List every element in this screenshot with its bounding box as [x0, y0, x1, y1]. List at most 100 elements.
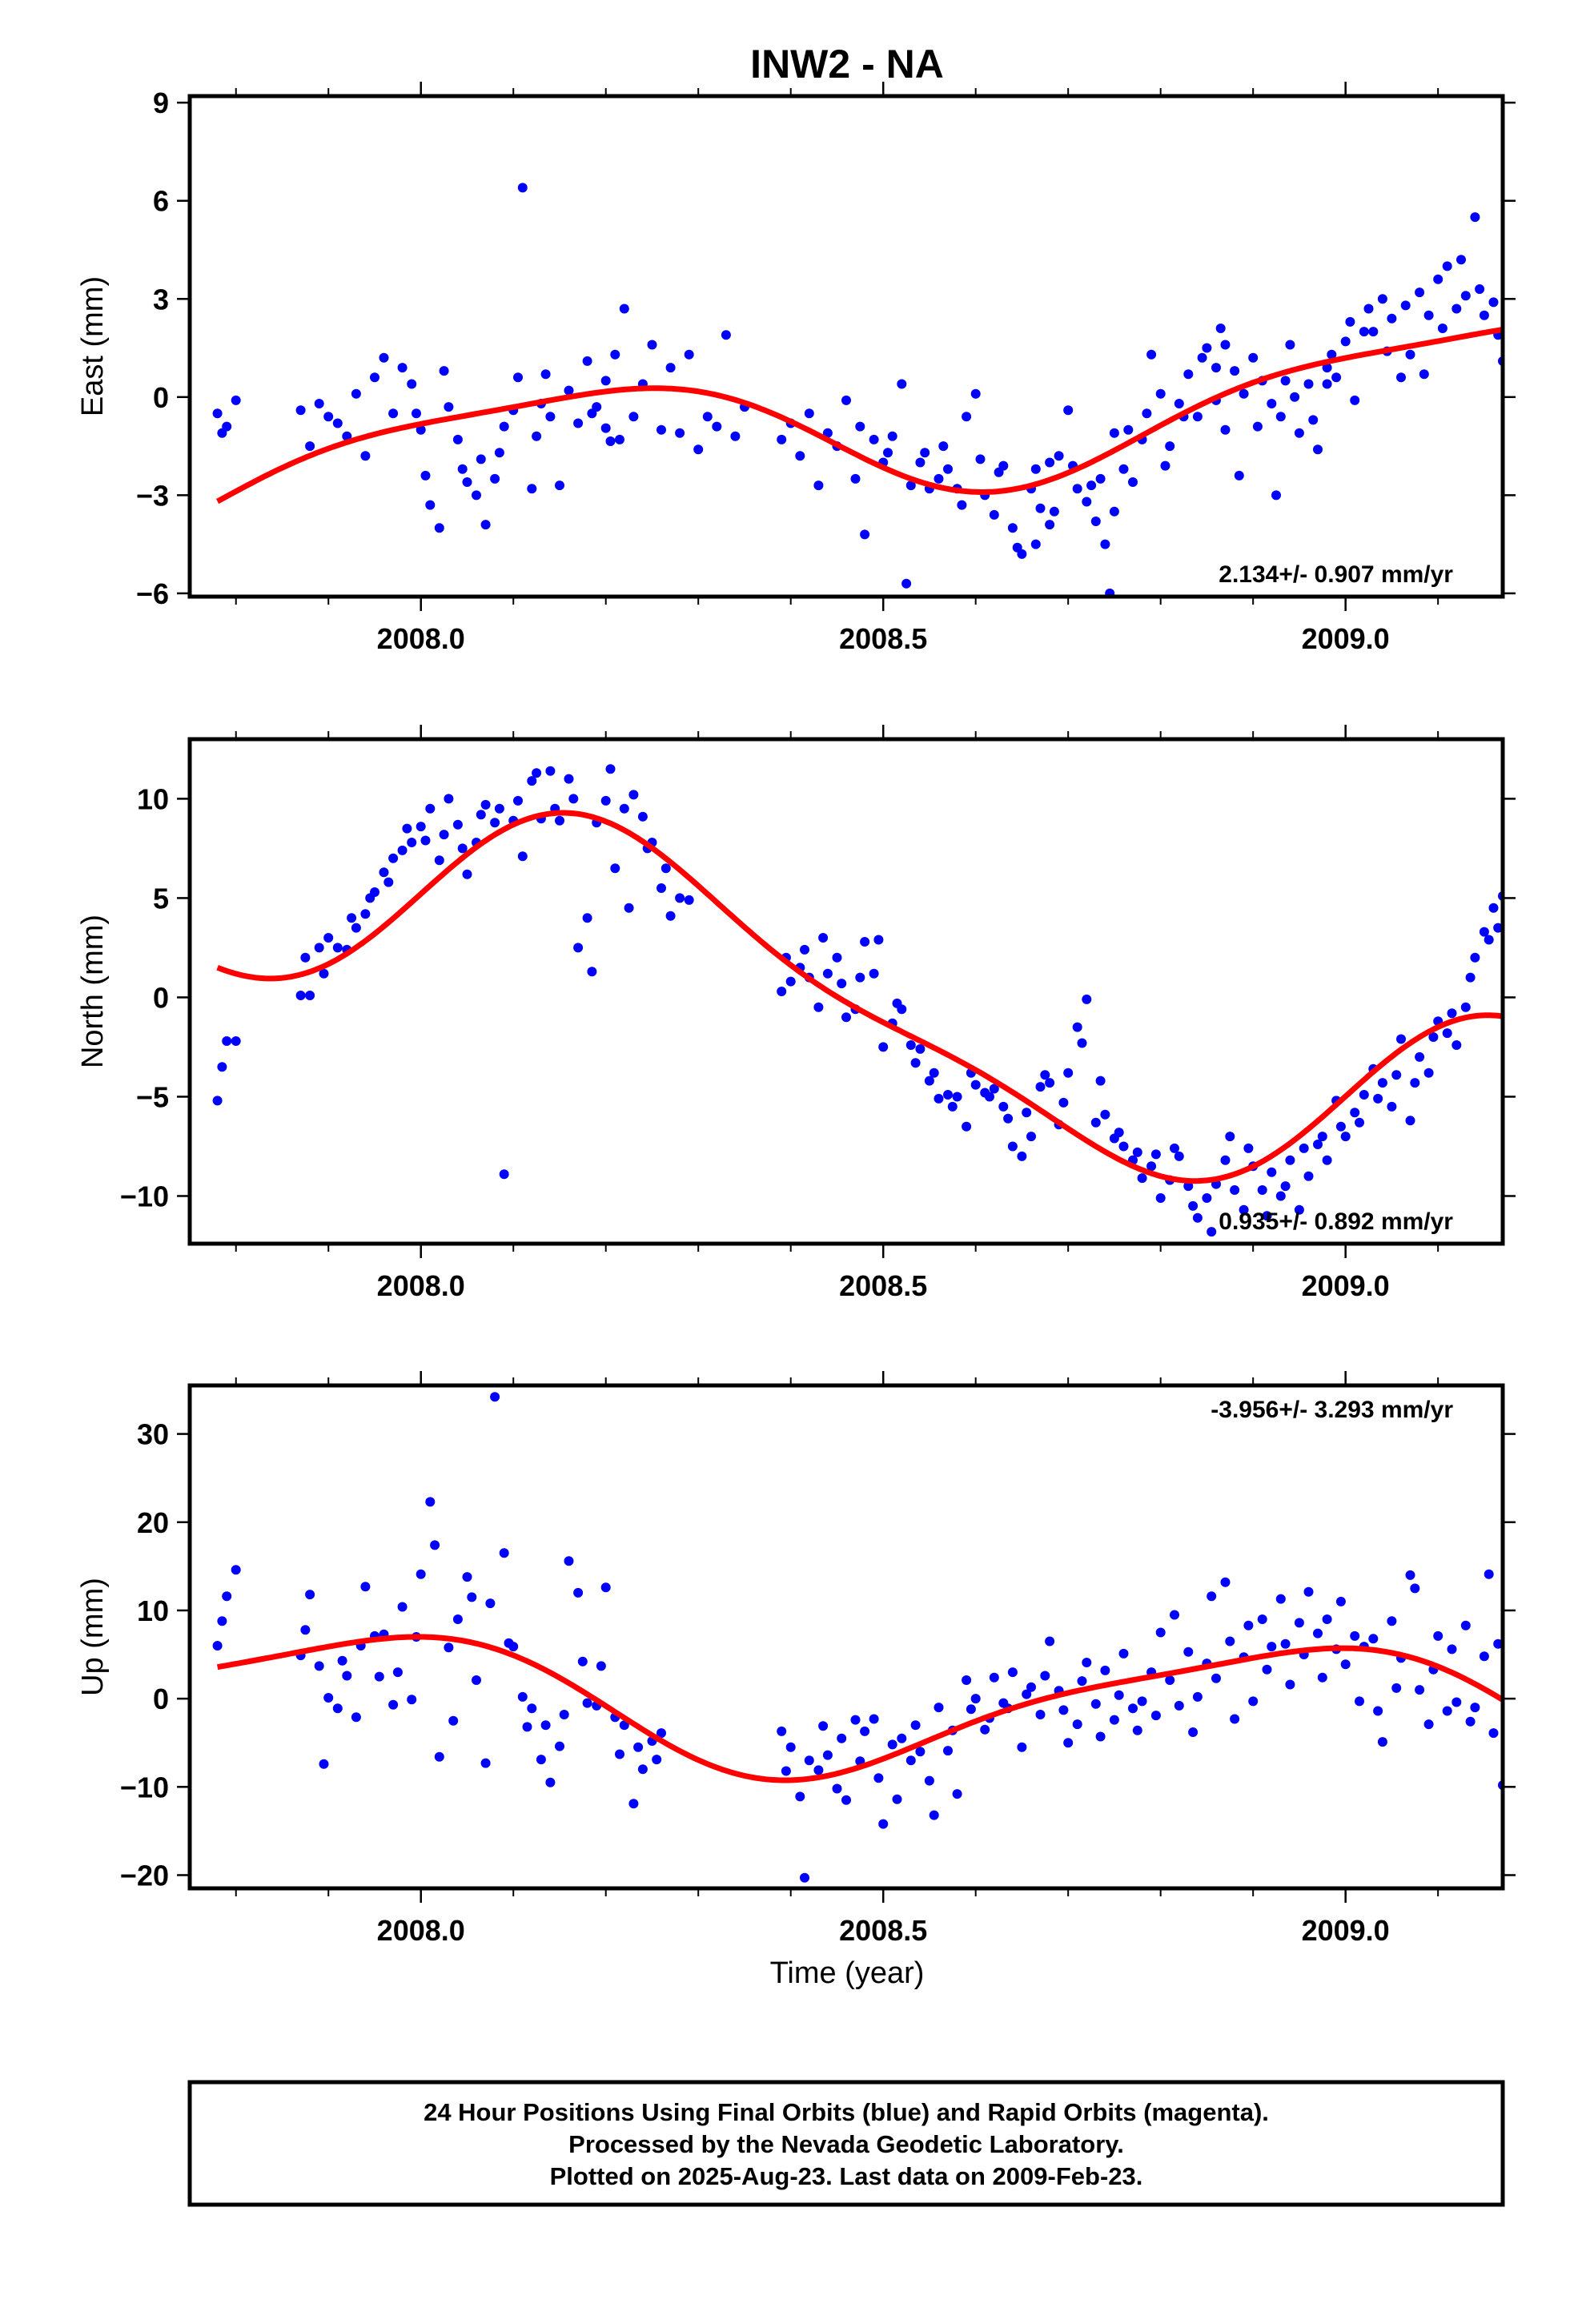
up-data-point: [374, 1671, 384, 1682]
north-data-point: [1299, 1143, 1309, 1153]
north-data-point: [1313, 1140, 1323, 1149]
north-y-tick-label: −5: [136, 1080, 169, 1113]
up-data-point: [878, 1819, 889, 1829]
up-data-point: [1017, 1742, 1027, 1752]
north-data-point: [605, 764, 616, 774]
north-data-point: [425, 803, 436, 814]
up-x-tick-label: 2008.5: [839, 1914, 927, 1947]
up-data-point: [1452, 1697, 1462, 1707]
north-data-point: [1072, 1022, 1082, 1032]
north-data-point: [360, 909, 371, 919]
east-data-point: [1331, 372, 1342, 383]
east-data-point: [1155, 388, 1166, 399]
up-data-point: [800, 1872, 809, 1883]
up-data-point: [860, 1726, 870, 1736]
north-data-point: [388, 853, 399, 863]
east-data-point: [610, 349, 620, 360]
east-data-point: [1202, 343, 1212, 353]
east-data-point: [527, 484, 537, 494]
north-data-point: [1350, 1108, 1360, 1118]
north-data-point: [1479, 927, 1489, 937]
up-data-point: [559, 1710, 569, 1719]
north-data-point: [832, 952, 842, 963]
east-data-point: [1045, 457, 1055, 468]
east-data-point: [795, 451, 805, 461]
east-data-point: [855, 421, 865, 432]
north-data-point: [1045, 1078, 1055, 1088]
north-data-point: [1100, 1109, 1110, 1120]
north-data-point: [952, 1092, 962, 1102]
north-data-point: [837, 979, 847, 989]
east-data-point: [1017, 549, 1027, 559]
up-data-point: [873, 1773, 884, 1783]
up-data-point: [467, 1592, 477, 1602]
up-rate-label: -3.956+/- 3.293 mm/yr: [1211, 1397, 1453, 1423]
up-data-point: [1058, 1705, 1069, 1715]
up-data-point: [1072, 1719, 1082, 1730]
up-data-point: [1077, 1676, 1087, 1687]
east-data-point: [813, 480, 824, 491]
north-data: [212, 764, 1503, 1237]
east-data-point: [1054, 451, 1064, 461]
east-data-point: [494, 448, 504, 458]
north-data-point: [1387, 1101, 1397, 1112]
east-data-point: [989, 509, 999, 520]
north-data-point: [476, 810, 486, 820]
east-data-point: [1359, 327, 1369, 337]
up-panel: 2008.0 2008.5 2009.0 −20 −10 0 10 20 30 Up (mm) -3…: [76, 1371, 1516, 1947]
east-data-point: [420, 470, 431, 480]
north-data-point: [402, 823, 412, 834]
east-data-point: [665, 363, 676, 373]
east-data-point: [860, 529, 870, 540]
up-data-point: [527, 1703, 537, 1714]
east-data-point: [600, 376, 611, 386]
north-data-point: [452, 819, 463, 830]
up-data-point: [970, 1694, 981, 1704]
up-data-point: [319, 1759, 329, 1769]
up-data-point: [472, 1675, 481, 1685]
east-data-point: [332, 418, 343, 428]
north-data-point: [1359, 1090, 1369, 1100]
up-data-point: [1128, 1703, 1138, 1714]
up-data-point: [1373, 1706, 1383, 1716]
up-data-point: [1275, 1594, 1286, 1604]
east-data-point: [370, 372, 379, 383]
up-data-point: [989, 1672, 999, 1683]
east-data-point: [1345, 316, 1355, 327]
north-data-point: [1155, 1193, 1166, 1203]
north-data-point: [480, 799, 491, 810]
up-data-point: [652, 1755, 662, 1765]
up-data-point: [1137, 1696, 1147, 1707]
north-data-point: [462, 869, 472, 879]
up-data-point: [1415, 1685, 1425, 1695]
east-data-point: [1123, 424, 1134, 435]
east-data-point: [212, 408, 223, 419]
up-data-point: [1063, 1738, 1074, 1748]
north-data-point: [1118, 1141, 1129, 1152]
east-data-point: [323, 412, 334, 422]
east-data-point: [1174, 399, 1184, 408]
up-data-point: [1257, 1614, 1267, 1624]
up-data-point: [952, 1789, 962, 1799]
up-data-point: [600, 1582, 611, 1593]
east-data-point: [615, 434, 624, 444]
north-y-tick-label: −10: [120, 1180, 169, 1212]
north-data-point: [1410, 1078, 1420, 1088]
north-data-point: [383, 877, 394, 887]
north-data-point: [1022, 1108, 1032, 1118]
up-data-point: [1313, 1628, 1323, 1638]
up-data-point: [1368, 1634, 1379, 1644]
up-data-point: [1335, 1596, 1346, 1606]
up-data-point: [619, 1720, 629, 1731]
east-data-point: [582, 356, 592, 366]
east-data-point: [1396, 372, 1406, 383]
up-data-point: [480, 1758, 491, 1768]
up-data-point: [462, 1572, 472, 1582]
east-data-point: [425, 500, 436, 510]
east-data-point: [1475, 284, 1485, 294]
up-data-point: [892, 1794, 902, 1804]
east-data-point: [1470, 212, 1480, 223]
north-data-point: [379, 867, 389, 878]
east-y-tick-label: 0: [153, 381, 169, 414]
up-data-point: [545, 1777, 556, 1787]
